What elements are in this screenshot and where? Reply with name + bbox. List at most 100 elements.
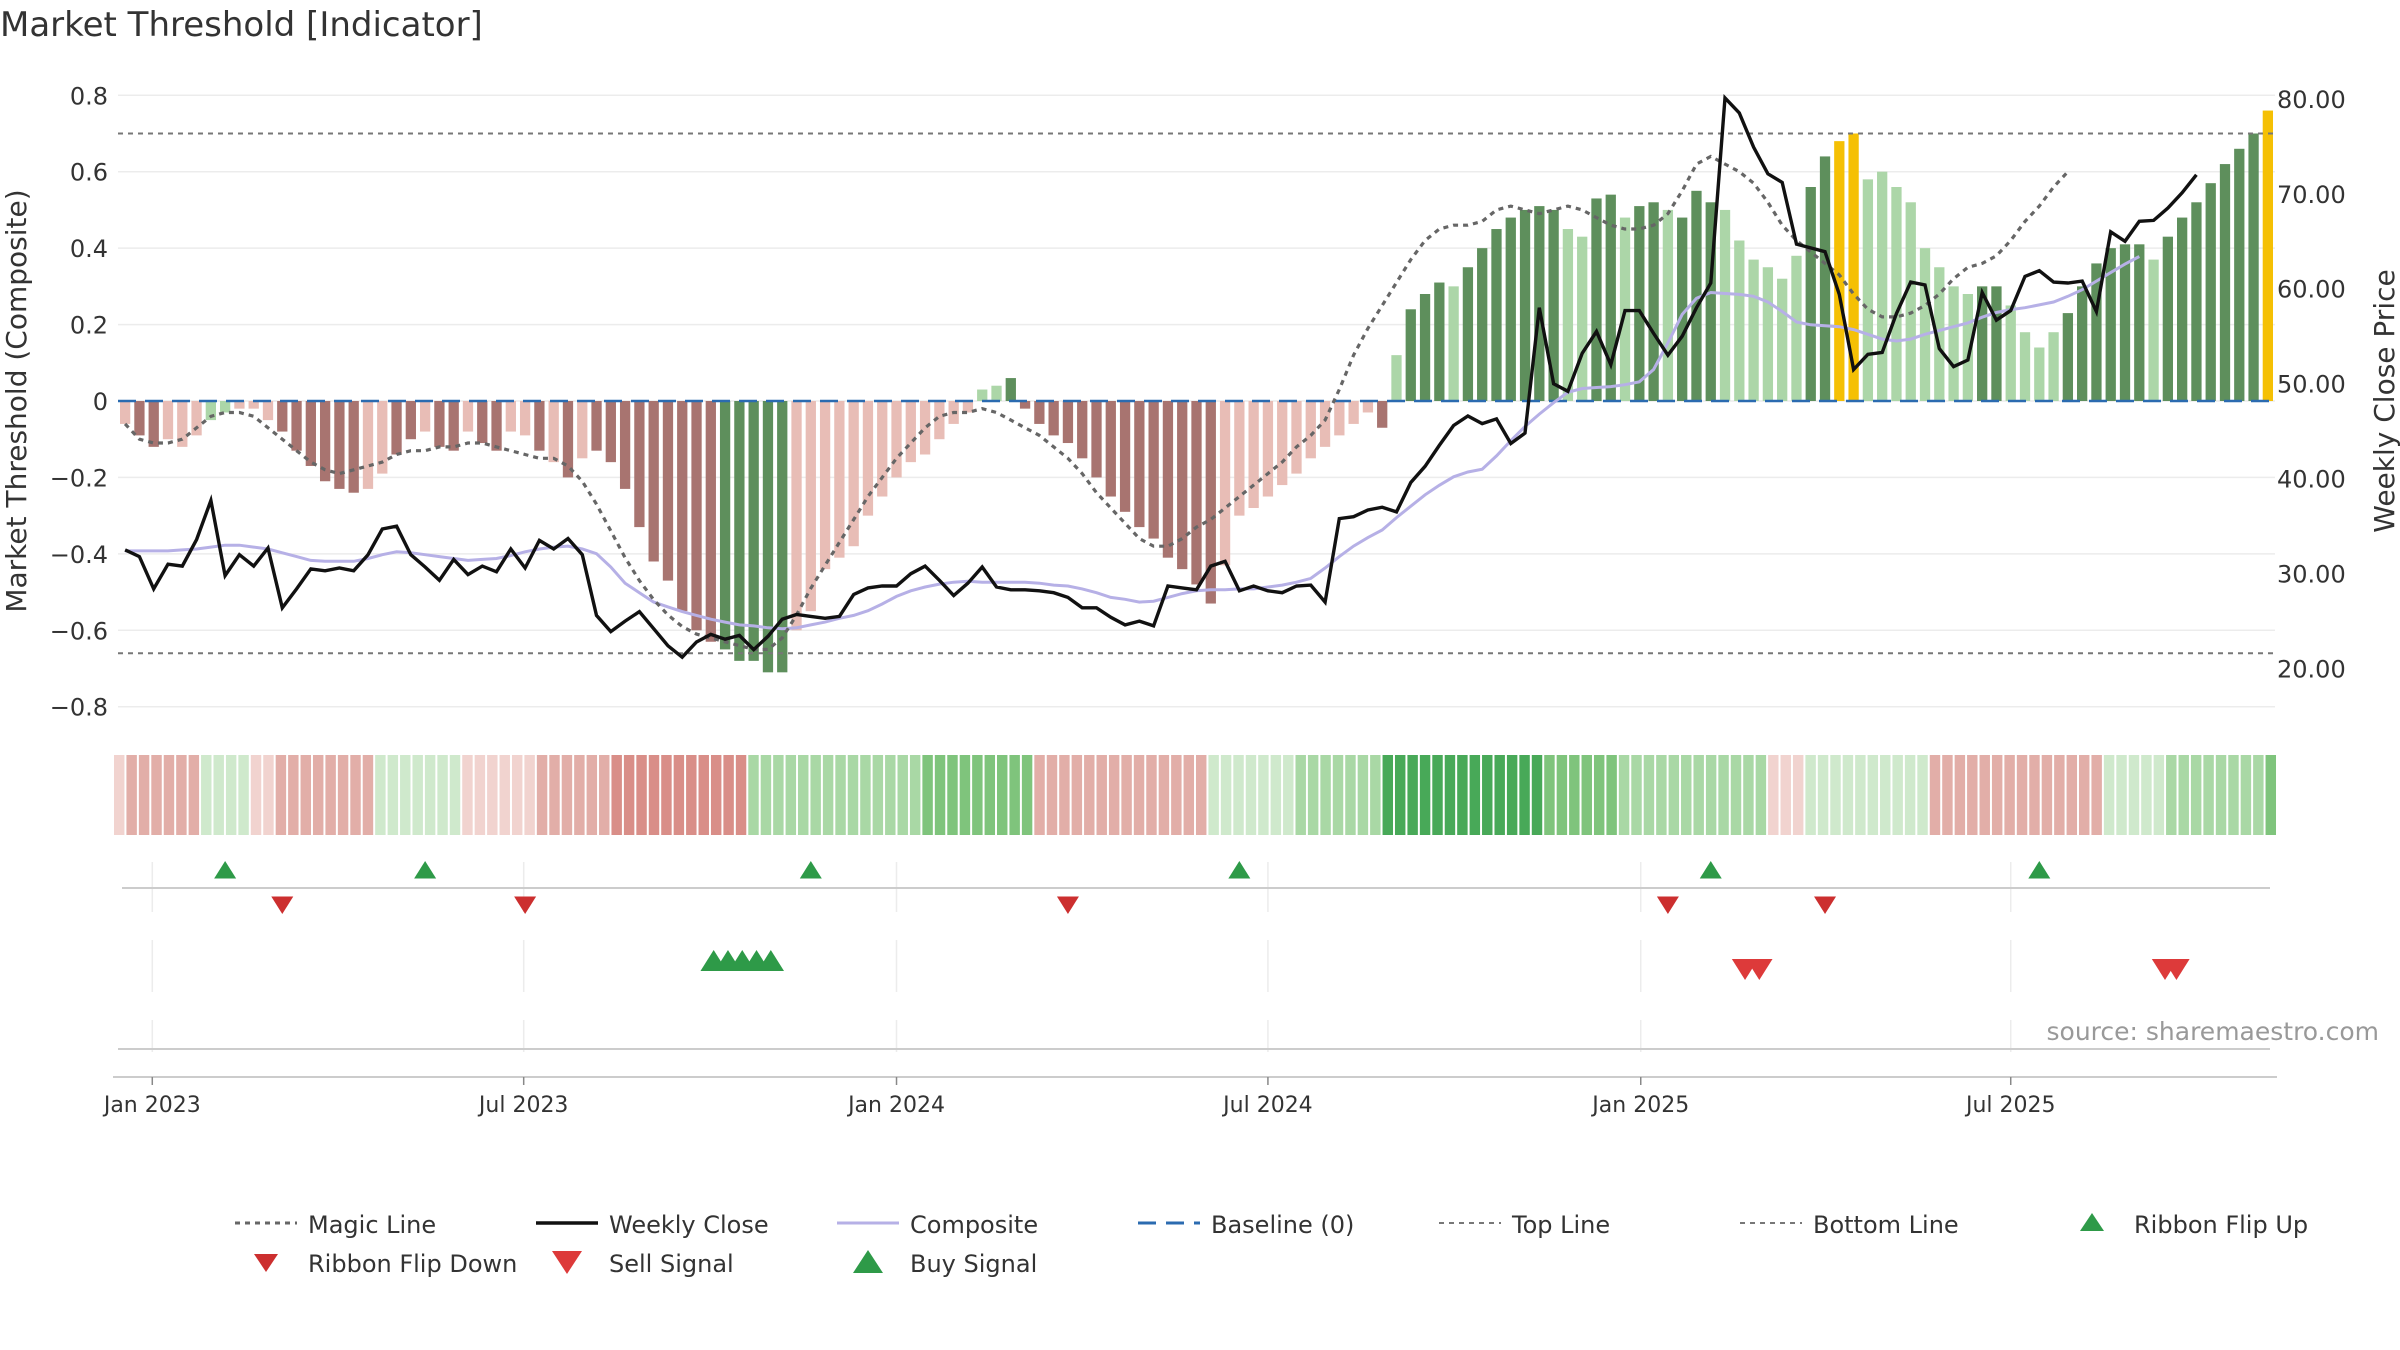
y-tick-label: 0.4 — [70, 235, 108, 263]
ribbon-cell — [1059, 755, 1070, 835]
y-tick-label: 0.2 — [70, 312, 108, 340]
ribbon-cell — [1631, 755, 1642, 835]
ribbon-cell — [1320, 755, 1331, 835]
composite-bar — [2119, 244, 2131, 401]
legend-label: Buy Signal — [910, 1250, 1037, 1278]
ribbon-cell — [2190, 755, 2202, 835]
composite-bar — [1119, 401, 1131, 512]
y2-tick-label: 40.00 — [2277, 466, 2346, 494]
ribbon-cell — [2004, 755, 2015, 835]
composite-bar — [205, 401, 216, 421]
ribbon-cell — [2066, 755, 2078, 835]
ribbon-cell — [1842, 755, 1854, 835]
composite-bar — [2048, 332, 2059, 401]
ribbon-cell — [698, 755, 709, 835]
ribbon-cell — [1693, 755, 1704, 835]
ribbon-cell — [574, 755, 585, 835]
ribbon-cell — [760, 755, 772, 835]
ribbon-cell — [375, 755, 386, 835]
ribbon-cell — [1730, 755, 1742, 835]
ribbon-cell — [1307, 755, 1319, 835]
ribbon-cell — [1382, 755, 1393, 835]
y2-axis-label: Weekly Close Price — [2368, 269, 2400, 532]
x-tick-label: Jan 2023 — [102, 1093, 201, 1118]
composite-bar — [534, 401, 545, 451]
ribbon-cell — [997, 755, 1008, 835]
composite-bar — [2134, 244, 2145, 401]
composite-bar — [2262, 110, 2273, 402]
composite-bar — [505, 401, 516, 432]
legend: Magic Line Weekly Close Composite Baseline … — [235, 1211, 2308, 1278]
legend-swatch — [853, 1250, 883, 1273]
composite-bar — [1348, 401, 1359, 424]
composite-bar — [1219, 401, 1231, 566]
ribbon-cell — [2240, 755, 2252, 835]
composite-bar — [219, 401, 231, 413]
ribbon-cell — [1805, 755, 1816, 835]
ribbon-cell — [909, 755, 921, 835]
ribbon-cell — [2016, 755, 2028, 835]
ribbon-cell — [1892, 755, 1903, 835]
ribbon-cell — [1233, 755, 1244, 835]
composite-bar — [434, 401, 445, 447]
ribbon-cell — [2041, 755, 2053, 835]
ribbon-cell — [487, 755, 498, 835]
composite-bar — [1577, 236, 1588, 401]
composite-bar — [648, 401, 659, 562]
composite-bar — [2077, 286, 2088, 401]
y-axis: 0.8 0.6 0.4 0.2 0 −0.2 −0.4 −0.6 −0.8 — [50, 82, 108, 721]
ribbon — [113, 755, 2277, 835]
legend-label: Sell Signal — [609, 1250, 734, 1278]
ribbon-cell — [188, 755, 200, 835]
ribbon-cell — [897, 755, 908, 835]
weekly-close-line — [124, 93, 2198, 660]
ribbon-flip-down-marker — [271, 896, 294, 914]
ribbon-cell — [1643, 755, 1655, 835]
ribbon-cell — [524, 755, 535, 835]
ribbon-cell — [424, 755, 436, 835]
ribbon-cell — [934, 755, 946, 835]
composite-bar — [491, 401, 502, 451]
composite-bar — [2148, 259, 2159, 401]
ribbon-cell — [1705, 755, 1717, 835]
magic-line — [123, 154, 2070, 652]
signal-panels — [118, 861, 2270, 1052]
composite-bar — [677, 401, 688, 612]
y2-tick-label: 70.00 — [2277, 181, 2346, 209]
composite-bar — [1777, 278, 1788, 401]
ribbon-flip-up-marker — [214, 861, 237, 879]
ribbon-cell — [387, 755, 399, 835]
ribbon-cell — [1668, 755, 1680, 835]
ribbon-cell — [984, 755, 996, 835]
composite-bar — [1162, 401, 1174, 558]
ribbon-cell — [748, 755, 759, 835]
buy-signal-marker — [757, 950, 785, 971]
ribbon-cell — [885, 755, 896, 835]
composite-bar — [1391, 355, 1402, 401]
y-tick-label: 0.8 — [70, 82, 108, 110]
legend-swatch — [2080, 1213, 2104, 1231]
composite-bar — [791, 401, 802, 631]
ribbon-cell — [623, 755, 635, 835]
x-axis: Jan 2023 Jul 2023 Jan 2024 Jul 2024 Jan 2025… — [102, 1076, 2277, 1118]
ribbon-cell — [288, 755, 299, 835]
ribbon-cell — [586, 755, 598, 835]
composite-bar — [1562, 229, 1574, 401]
ribbon-cell — [1768, 755, 1779, 835]
ribbon-cell — [1444, 755, 1456, 835]
ribbon-flip-down-marker — [514, 896, 537, 914]
composite-bar — [1991, 286, 2002, 401]
source-label: source: sharemaestro.com — [2047, 1017, 2380, 1046]
composite-bar — [891, 401, 902, 478]
composite-bar — [1805, 187, 1816, 401]
ribbon-cell — [1407, 755, 1418, 835]
ribbon-cell — [113, 755, 125, 835]
composite-bar — [777, 401, 788, 673]
ribbon-cell — [337, 755, 349, 835]
ribbon-cell — [1755, 755, 1767, 835]
ribbon-cell — [1096, 755, 1107, 835]
composite-bar — [591, 401, 602, 451]
composite-bar — [1077, 401, 1088, 459]
composite-bar — [134, 401, 145, 436]
ribbon-cell — [2178, 755, 2189, 835]
